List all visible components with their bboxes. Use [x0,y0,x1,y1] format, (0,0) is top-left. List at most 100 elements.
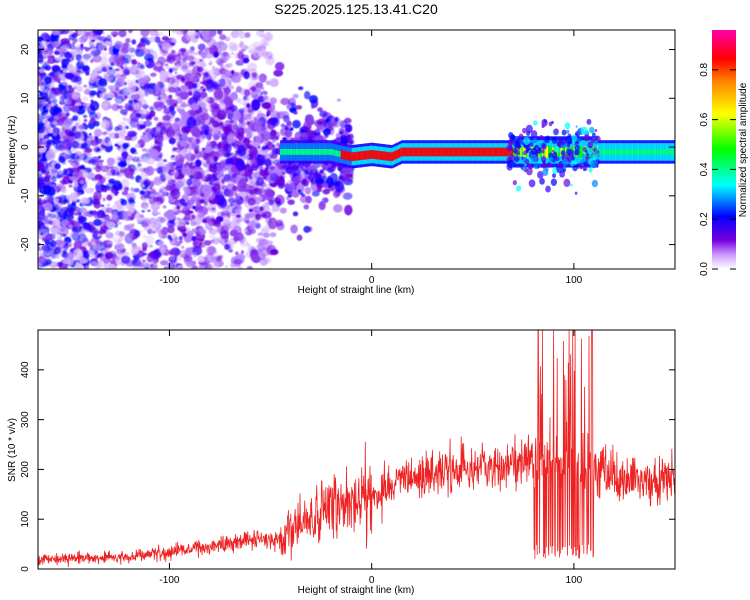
spectrogram-band-core [485,147,487,157]
spectrogram-noise-cell [176,94,180,97]
spectrogram-band-core [457,147,459,157]
spectrogram-band-core [344,150,346,160]
spectrogram-noise-cell [159,247,166,254]
spectrogram-band-core [408,147,411,157]
spectrogram-noise-cell [63,118,73,130]
spectrogram-noise-cell [104,264,114,269]
spectrogram-transition-cell [167,234,172,240]
spectrogram-burst-cell [587,141,594,149]
spectrogram-noise-cell [239,238,249,248]
spectrogram-transition-cell [308,226,313,232]
spectrogram-transition-cell [250,86,257,92]
spectrogram-transition-cell [322,188,331,195]
spectrogram-noise-cell [148,48,154,54]
spectrogram-noise-cell [143,190,153,199]
spectrogram-burst-cell [575,125,578,128]
spectrogram-transition-cell [268,199,275,206]
spectrogram-ytick-label: -20 [20,237,31,252]
spectrogram-noise-cell [154,36,161,43]
spectrogram-noise-cell [152,266,156,269]
spectrogram-transition-cell [195,138,201,144]
spectrogram-noise-cell [168,94,173,99]
spectrogram-band-core [324,149,327,155]
snr-ytick-label: 400 [20,361,31,378]
spectrogram-noise-cell [38,184,43,189]
spectrogram-band-core [483,147,486,157]
spectrogram-transition-cell [191,228,197,233]
spectrogram-noise-cell [57,170,64,178]
spectrogram-noise-cell [66,93,72,99]
spectrogram-noise-cell [219,34,227,41]
spectrogram-noise-cell [170,42,176,46]
spectrogram-noise-cell [115,68,125,79]
spectrogram-transition-cell [172,124,178,131]
spectrogram-burst-cell [546,161,552,168]
spectrogram-transition-cell [169,248,178,255]
spectrogram-noise-cell [94,66,101,72]
spectrogram-transition-cell [269,232,277,238]
spectrogram-transition-cell [243,70,250,80]
spectrogram-noise-cell [93,243,102,252]
spectrogram-noise-cell [171,30,178,33]
spectrogram-noise-cell [142,259,146,263]
spectrogram-transition-cell [261,101,272,110]
spectrogram-noise-cell [103,104,108,107]
spectrogram-noise-cell [108,104,113,109]
spectrogram-transition-cell [199,58,203,62]
spectrogram-band-core [520,147,522,157]
spectrogram-transition-cell [249,168,253,172]
spectrogram-transition-cell [282,114,290,123]
spectrogram-transition-cell [327,167,335,174]
spectrogram-band-core [294,149,297,155]
spectrogram-band-core [622,149,624,155]
spectrogram-transition-cell [227,164,233,169]
spectrogram-ytick-label: -10 [20,188,31,203]
spectrogram-noise-cell [158,101,165,108]
spectrogram-noise-cell [161,232,167,239]
spectrogram-transition-cell [253,187,260,193]
spectrogram-noise-cell [87,152,92,157]
spectrogram-transition-cell [333,181,341,187]
spectrogram-band-core [663,149,666,155]
spectrogram-transition-cell [267,145,271,149]
spectrogram-noise-cell [115,191,120,194]
spectrogram-transition-cell [234,193,239,198]
spectrogram-band-core [453,147,456,157]
spectrogram-band-core [644,149,646,155]
spectrogram-transition-cell [231,173,237,179]
spectrogram-band-core [549,146,552,158]
spectrogram-noise-cell [229,229,238,237]
spectrogram-band-core [591,147,594,157]
spectrogram-transition-cell [246,103,251,109]
spectrogram-transition-cell [235,232,244,242]
spectrogram-band-core [496,147,498,157]
spectrogram-noise-cell [60,38,70,45]
spectrogram-burst-cell [552,151,558,159]
spectrogram-noise-cell [51,176,57,183]
spectrogram-noise-cell [81,96,89,102]
spectrogram-noise-cell [233,258,243,265]
spectrogram-noise-cell [107,250,117,260]
spectrogram-transition-cell [250,90,258,99]
spectrogram-noise-cell [92,54,102,63]
spectrogram-transition-cell [173,170,179,178]
spectrogram-noise-cell [142,48,151,55]
spectrogram-noise-cell [165,65,170,70]
spectrogram-band-core [307,149,310,155]
spectrogram-transition-cell [235,175,242,181]
spectrogram-band-core [642,149,645,155]
spectrogram-noise-cell [208,229,217,234]
spectrogram-noise-cell [100,165,110,173]
spectrogram-band-core [369,150,372,159]
spectrogram-band-core [280,149,282,155]
spectrogram-noise-cell [57,236,62,240]
spectrogram-noise-cell [78,207,87,214]
spectrogram-band-core [378,150,380,160]
spectrogram-transition-cell [191,179,201,189]
spectrogram-transition-cell [266,113,270,117]
spectrogram-noise-cell [107,85,113,90]
spectrogram-band-core [432,147,435,157]
spectrogram-noise-cell [86,53,93,59]
spectrogram-noise-cell [67,244,72,248]
spectrogram-burst-cell [521,156,524,160]
